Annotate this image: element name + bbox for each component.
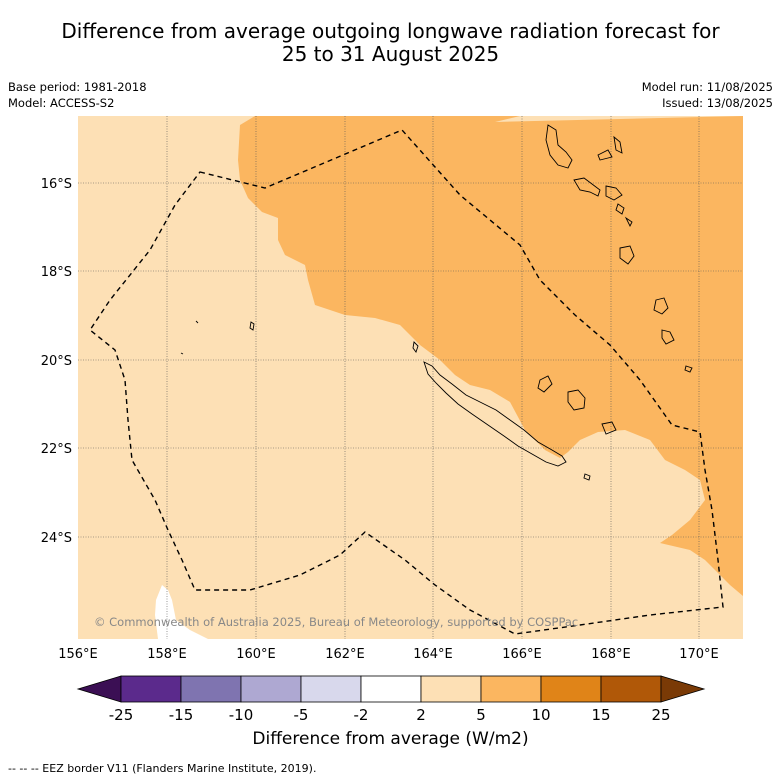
- colorbar-segment: [120, 675, 182, 703]
- chart-title: Difference from average outgoing longwav…: [0, 20, 781, 66]
- lat-tick: 20°S: [41, 354, 72, 369]
- colorbar-segment: [360, 675, 422, 703]
- colorbar-segment: [180, 675, 242, 703]
- issued-date: Issued: 13/08/2025: [662, 96, 773, 110]
- lon-tick: 164°E: [413, 647, 453, 662]
- band-5-10: [238, 116, 743, 596]
- lon-tick: 160°E: [236, 647, 276, 662]
- colorbar-segment: [600, 675, 662, 703]
- lon-tick: 170°E: [679, 647, 719, 662]
- colorbar-extend-high: [660, 675, 706, 703]
- title-line-2: 25 to 31 August 2025: [281, 42, 500, 66]
- meta-left: Base period: 1981-2018 Model: ACCESS-S2: [8, 79, 147, 111]
- colorbar-label: Difference from average (W/m2): [252, 729, 529, 749]
- model-name: Model: ACCESS-S2: [8, 96, 115, 110]
- lat-tick: 24°S: [41, 531, 72, 546]
- eez-legend: -- -- -- EEZ border V11 (Flanders Marine…: [8, 762, 317, 775]
- colorbar-tick: 2: [416, 706, 426, 724]
- lon-tick: 156°E: [58, 647, 98, 662]
- colorbar-tick: -2: [354, 706, 369, 724]
- colorbar-tick: -10: [229, 706, 254, 724]
- lon-tick: 162°E: [325, 647, 365, 662]
- copyright-notice: © Commonwealth of Australia 2025, Bureau…: [94, 615, 578, 629]
- new-caledonia: [423, 361, 567, 467]
- band-neutral: [155, 585, 208, 639]
- colorbar-extend-low: [76, 675, 122, 703]
- model-run: Model run: 11/08/2025: [641, 80, 773, 94]
- vanuatu: [545, 124, 573, 169]
- colorbar-tick: -5: [294, 706, 309, 724]
- colorbar-tick: 15: [591, 706, 610, 724]
- base-period: Base period: 1981-2018: [8, 80, 147, 94]
- colorbar-segment: [540, 675, 602, 703]
- colorbar-segment: [480, 675, 542, 703]
- lon-tick: 166°E: [502, 647, 542, 662]
- colorbar: [76, 675, 706, 703]
- colorbar-tick: -25: [109, 706, 134, 724]
- colorbar-ticks: -25 -15 -10 -5 -2 2 5 10 15 25: [109, 706, 671, 724]
- map-panel: © Commonwealth of Australia 2025, Bureau…: [78, 116, 743, 639]
- colorbar-tick: 25: [651, 706, 670, 724]
- colorbar-tick: -15: [169, 706, 194, 724]
- lon-axis-labels: 156°E 158°E 160°E 162°E 164°E 166°E 168°…: [58, 647, 719, 662]
- lat-tick: 18°S: [41, 265, 72, 280]
- lat-axis-labels: 16°S 18°S 20°S 22°S 24°S: [41, 177, 72, 546]
- title-line-1: Difference from average outgoing longwav…: [61, 19, 720, 43]
- eez-border: [89, 129, 724, 635]
- coastlines: [180, 124, 693, 481]
- graticule: [78, 116, 743, 639]
- lon-tick: 168°E: [591, 647, 631, 662]
- meta-right: Model run: 11/08/2025 Issued: 13/08/2025: [642, 79, 773, 111]
- colorbar-segment: [420, 675, 482, 703]
- colorbar-tick: 10: [531, 706, 550, 724]
- lat-tick: 16°S: [41, 177, 72, 192]
- lon-tick: 158°E: [147, 647, 187, 662]
- lat-tick: 22°S: [41, 442, 72, 457]
- colorbar-segment: [300, 675, 362, 703]
- colorbar-segment: [240, 675, 302, 703]
- colorbar-tick: 5: [476, 706, 486, 724]
